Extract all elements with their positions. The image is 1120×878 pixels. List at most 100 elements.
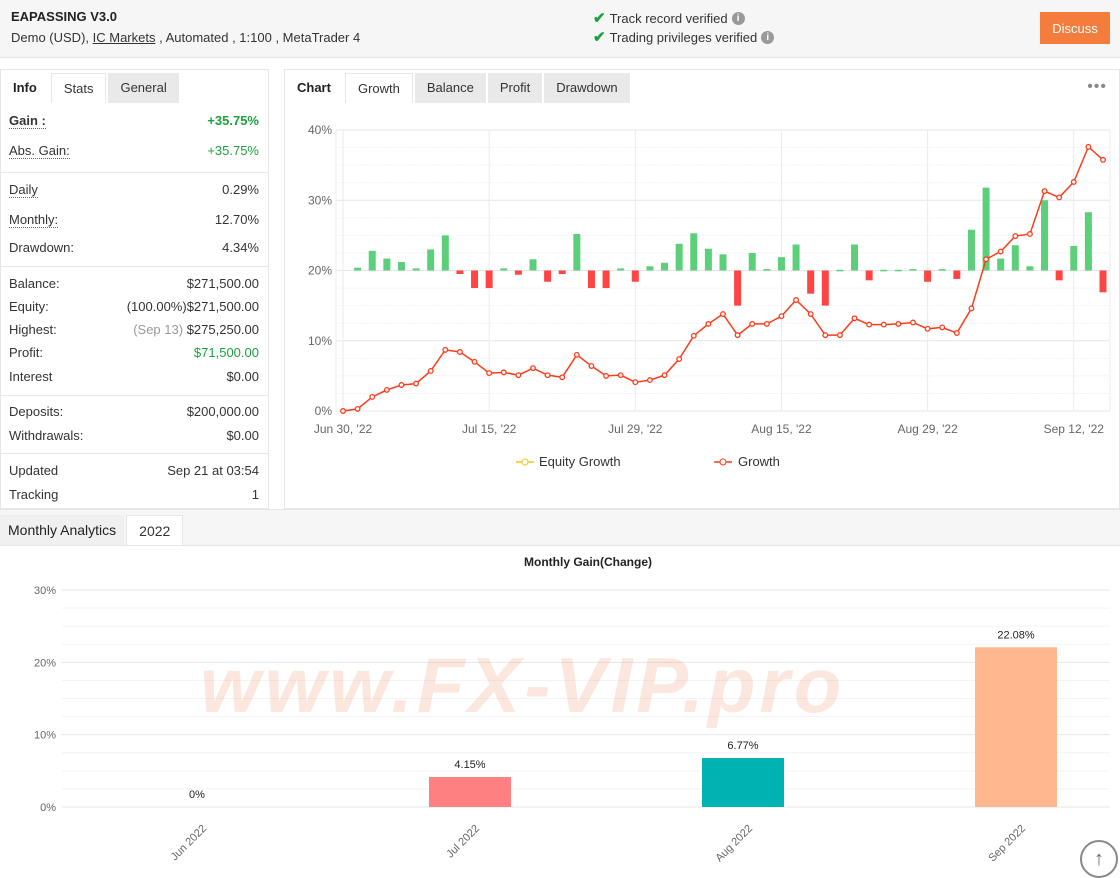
growth-point [1085, 143, 1092, 150]
growth-point [851, 315, 858, 322]
daily-bar [909, 269, 917, 271]
tab-monthly-analytics[interactable]: Monthly Analytics [0, 515, 125, 545]
daily-bar [631, 270, 639, 282]
chart-title: Monthly Gain(Change) [524, 555, 652, 569]
stat-label: Profit: [9, 345, 43, 360]
stat-label: Updated [9, 463, 59, 478]
growth-point [646, 377, 653, 384]
stat-interest: Interest $0.00 [9, 369, 259, 384]
daily-bar [529, 259, 537, 271]
growth-point [1041, 188, 1048, 195]
daily-bar [763, 269, 771, 271]
broker-link[interactable]: IC Markets [92, 30, 156, 45]
tab-general[interactable]: General [108, 73, 179, 103]
legend-equity-growth: Equity Growth [539, 454, 621, 469]
stat-deposits: Deposits: $200,000.00 [9, 404, 259, 419]
daily-bar [354, 267, 362, 271]
growth-point [734, 332, 741, 339]
x-tick-label: Jun 30, '22 [314, 422, 373, 436]
stat-label: Deposits: [9, 404, 64, 419]
daily-bar [368, 250, 376, 271]
chart-panel: Chart Growth Balance Profit Drawdown ••• [284, 69, 1120, 509]
daily-bar [1041, 200, 1049, 271]
y-tick-label: 40% [308, 123, 332, 137]
stat-equity: Equity: (100.00%)$271,500.00 [9, 299, 259, 314]
data-label: 6.77% [727, 740, 758, 752]
tab-2022[interactable]: 2022 [126, 515, 184, 545]
info-icon[interactable]: i [731, 11, 745, 25]
daily-bar [587, 270, 595, 289]
daily-bar [1099, 270, 1107, 293]
legend-growth: Growth [738, 454, 780, 469]
stat-label[interactable]: Daily [9, 182, 38, 198]
divider [1, 453, 268, 454]
divider [1, 172, 268, 173]
account-type: Demo (USD), [11, 30, 93, 45]
growth-point [895, 320, 902, 327]
more-options-icon[interactable]: ••• [1087, 78, 1107, 95]
growth-point [836, 332, 843, 339]
growth-line [342, 145, 1104, 412]
growth-point [413, 380, 420, 387]
scroll-top-button[interactable]: ↑ [1080, 840, 1118, 878]
legend-growth-marker [719, 458, 727, 466]
tab-growth[interactable]: Growth [344, 73, 413, 103]
growth-point [471, 358, 478, 365]
divider [1, 395, 268, 396]
growth-point [983, 256, 990, 263]
y-tick-label: 0% [40, 802, 56, 814]
daily-bar [514, 270, 522, 275]
tab-info[interactable]: Info [13, 80, 37, 95]
stat-label: Withdrawals: [9, 428, 84, 443]
trading-privileges-verified: ✔ Trading privileges verified i [593, 28, 775, 46]
stat-value: 4.34% [222, 240, 259, 255]
daily-bar [441, 235, 449, 271]
stat-value: 12.70% [214, 212, 259, 227]
daily-bar [704, 248, 712, 271]
discuss-button[interactable]: Discuss [1040, 12, 1110, 44]
stat-profit: Profit: $71,500.00 [9, 345, 259, 360]
month-bar [429, 776, 511, 807]
tab-balance[interactable]: Balance [414, 73, 486, 103]
growth-point [1012, 233, 1019, 240]
growth-point [340, 408, 346, 414]
stat-drawdown: Drawdown: 4.34% [9, 240, 259, 255]
growth-point [617, 372, 624, 379]
stat-abs-gain: Abs. Gain: +35.75% [9, 143, 259, 159]
y-tick-label: 20% [308, 264, 332, 278]
growth-point [910, 319, 916, 326]
daily-bar [1084, 212, 1092, 271]
account-subtitle: Demo (USD), IC Markets , Automated , 1:1… [11, 30, 360, 45]
growth-point [1100, 156, 1106, 163]
daily-bar [573, 233, 581, 271]
stat-tracking: Tracking 1 [9, 487, 259, 502]
tab-profit[interactable]: Profit [487, 73, 543, 103]
growth-point [822, 332, 829, 339]
stat-label: Highest: [9, 322, 57, 337]
stat-label[interactable]: Gain : [9, 113, 46, 129]
y-tick-label: 30% [308, 193, 332, 207]
data-label: 0% [189, 789, 205, 801]
check-icon: ✔ [593, 10, 606, 27]
daily-bar [675, 243, 683, 271]
tab-drawdown[interactable]: Drawdown [544, 73, 630, 103]
daily-bar [953, 270, 961, 279]
stat-label[interactable]: Monthly: [9, 212, 59, 228]
month-bar [975, 647, 1057, 807]
growth-point [573, 351, 580, 358]
growth-point [559, 374, 566, 381]
tab-chart[interactable]: Chart [297, 80, 331, 95]
x-tick-label: Jul 29, '22 [608, 422, 663, 436]
growth-point [383, 386, 390, 393]
daily-bar [617, 268, 625, 271]
growth-point [515, 372, 522, 379]
stat-value: +35.75% [207, 143, 259, 158]
stat-label[interactable]: Abs. Gain: [9, 143, 70, 159]
data-label: 22.08% [997, 629, 1035, 641]
tab-stats[interactable]: Stats [50, 73, 107, 103]
growth-point [661, 372, 668, 379]
y-tick-label: 10% [308, 334, 332, 348]
info-icon[interactable]: i [761, 30, 775, 44]
stat-value: $271,500.00 [186, 299, 259, 314]
daily-bar [894, 269, 902, 272]
